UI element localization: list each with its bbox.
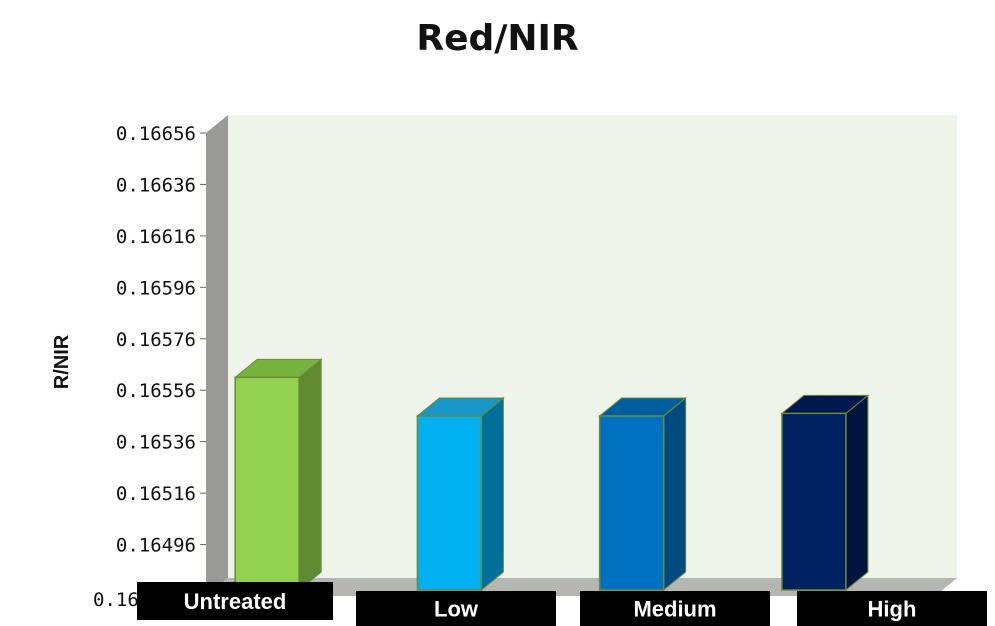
back-wall xyxy=(228,115,957,578)
bar-front xyxy=(234,376,300,591)
category-label-text: Untreated xyxy=(184,589,287,614)
y-axis-label: R/NIR xyxy=(51,334,73,389)
category-label-box xyxy=(580,591,770,626)
category-label-text: High xyxy=(868,597,917,622)
bar-untreated xyxy=(233,358,323,592)
side-wall xyxy=(206,115,228,596)
category-label-box xyxy=(137,582,333,620)
bar-side xyxy=(845,394,869,592)
category-label-high: High xyxy=(797,591,987,626)
y-tick-label: 0.16576 xyxy=(116,329,196,351)
bar-front xyxy=(416,415,483,591)
category-label-box xyxy=(797,591,987,626)
y-tick-label: 0.16636 xyxy=(116,174,196,196)
category-label-medium: Medium xyxy=(580,591,770,626)
y-tick-label: 0.16536 xyxy=(116,432,196,454)
category-labels: Untreated Low Medium High xyxy=(137,582,987,626)
bar-medium xyxy=(598,396,688,592)
y-tick-label: 0.16596 xyxy=(116,277,196,299)
bar-high xyxy=(780,394,870,592)
category-label-text: Medium xyxy=(633,597,716,622)
bar-front xyxy=(598,415,665,591)
bar-side xyxy=(298,358,322,592)
category-label-box xyxy=(356,591,556,626)
bars xyxy=(233,358,870,592)
bar-low xyxy=(416,396,505,592)
category-label-untreated: Untreated xyxy=(137,582,333,620)
category-label-low: Low xyxy=(356,591,556,626)
y-tick-label: 0.16516 xyxy=(116,483,196,505)
y-axis-ticks: 0.16656 0.16636 0.16616 0.16596 0.16576 0.165… xyxy=(93,123,206,611)
y-tick-label: 0.16656 xyxy=(116,123,196,145)
plot-walls xyxy=(206,115,957,596)
y-tick-label: 0.16496 xyxy=(116,535,196,557)
bar-side xyxy=(480,396,504,592)
y-tick-label: 0.16616 xyxy=(116,226,196,248)
bar-side xyxy=(663,396,687,592)
bar-front xyxy=(781,412,847,591)
y-tick-label: 0.16556 xyxy=(116,380,196,402)
y-tick-label-bottom: 0.16 xyxy=(93,589,139,611)
chart-title: Red/NIR xyxy=(416,18,579,59)
category-label-text: Low xyxy=(434,597,479,622)
